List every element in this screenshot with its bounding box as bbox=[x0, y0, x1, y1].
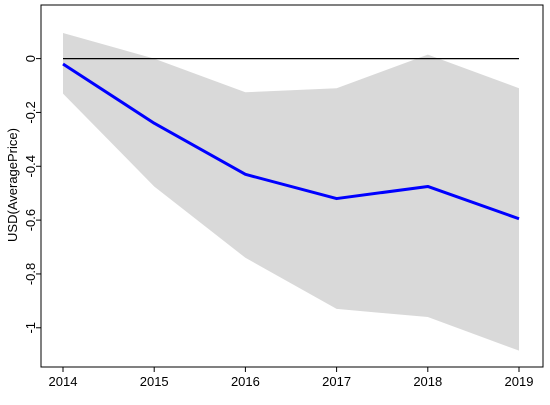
x-tick-label: 2017 bbox=[322, 374, 351, 389]
y-tick-label: 0 bbox=[23, 55, 38, 62]
x-tick-label: 2014 bbox=[49, 374, 78, 389]
series-line bbox=[62, 62, 520, 221]
y-tick-label: -0.4 bbox=[23, 155, 38, 177]
x-tick-label: 2016 bbox=[231, 374, 260, 389]
x-tick-label: 2019 bbox=[505, 374, 534, 389]
y-tick-label: -0.6 bbox=[23, 209, 38, 231]
x-tick-label: 2018 bbox=[413, 374, 442, 389]
y-axis-label: USD(AveragePrice) bbox=[5, 128, 20, 242]
x-axis: 2014 2015 2016 2017 2018 2019 bbox=[49, 367, 534, 389]
x-tick-label: 2015 bbox=[140, 374, 169, 389]
y-tick-label: -0.8 bbox=[23, 263, 38, 285]
confidence-band bbox=[63, 33, 519, 351]
chart-marks bbox=[62, 33, 520, 351]
y-tick-label: -0.2 bbox=[23, 101, 38, 123]
y-tick-label: -1 bbox=[23, 322, 38, 334]
y-axis: 0 -0.2 -0.4 -0.6 -0.8 -1 bbox=[23, 55, 41, 334]
